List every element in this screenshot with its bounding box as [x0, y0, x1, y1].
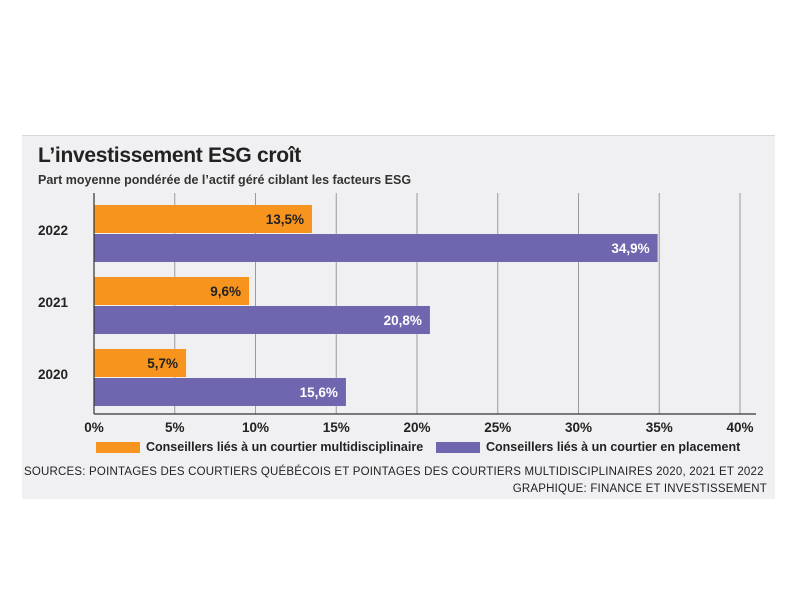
x-tick-label: 5%	[165, 420, 185, 435]
legend-label: Conseillers liés à un courtier en placem…	[486, 440, 741, 454]
data-label: 34,9%	[611, 241, 649, 256]
graphic-credit: GRAPHIQUE: FINANCE ET INVESTISSEMENT	[512, 483, 767, 495]
x-tick-label: 25%	[484, 420, 511, 435]
legend-swatch-purple	[436, 441, 480, 453]
legend-swatch-orange	[96, 441, 140, 453]
data-label: 15,6%	[300, 385, 338, 400]
category-label: 2022	[38, 223, 68, 238]
bar	[94, 234, 658, 262]
x-tick-label: 15%	[323, 420, 350, 435]
chart-subtitle: Part moyenne pondérée de l’actif géré ci…	[38, 173, 412, 187]
data-label: 13,5%	[266, 212, 304, 227]
legend-label: Conseillers liés à un courtier multidisc…	[146, 440, 424, 454]
data-label: 9,6%	[210, 284, 241, 299]
x-tick-label: 20%	[403, 420, 430, 435]
bar	[94, 306, 430, 334]
x-tick-label: 30%	[565, 420, 592, 435]
bar	[94, 277, 250, 305]
bar	[94, 205, 313, 233]
source-note: SOURCES: POINTAGES DES COURTIERS QUÉBÉCO…	[24, 466, 764, 478]
bar	[94, 349, 187, 377]
data-label: 20,8%	[384, 313, 422, 328]
bar	[94, 378, 346, 406]
chart-title: L’investissement ESG croît	[38, 144, 301, 167]
legend-item-multidisciplinaire: Conseillers liés à un courtier multidisc…	[96, 438, 423, 456]
category-label: 2021	[38, 295, 69, 310]
x-tick-label: 0%	[84, 420, 104, 435]
legend-item-placement: Conseillers liés à un courtier en placem…	[436, 438, 740, 456]
x-tick-label: 40%	[726, 420, 753, 435]
x-tick-label: 35%	[646, 420, 673, 435]
category-label: 2020	[38, 367, 68, 382]
x-tick-label: 10%	[242, 420, 269, 435]
data-label: 5,7%	[147, 356, 178, 371]
